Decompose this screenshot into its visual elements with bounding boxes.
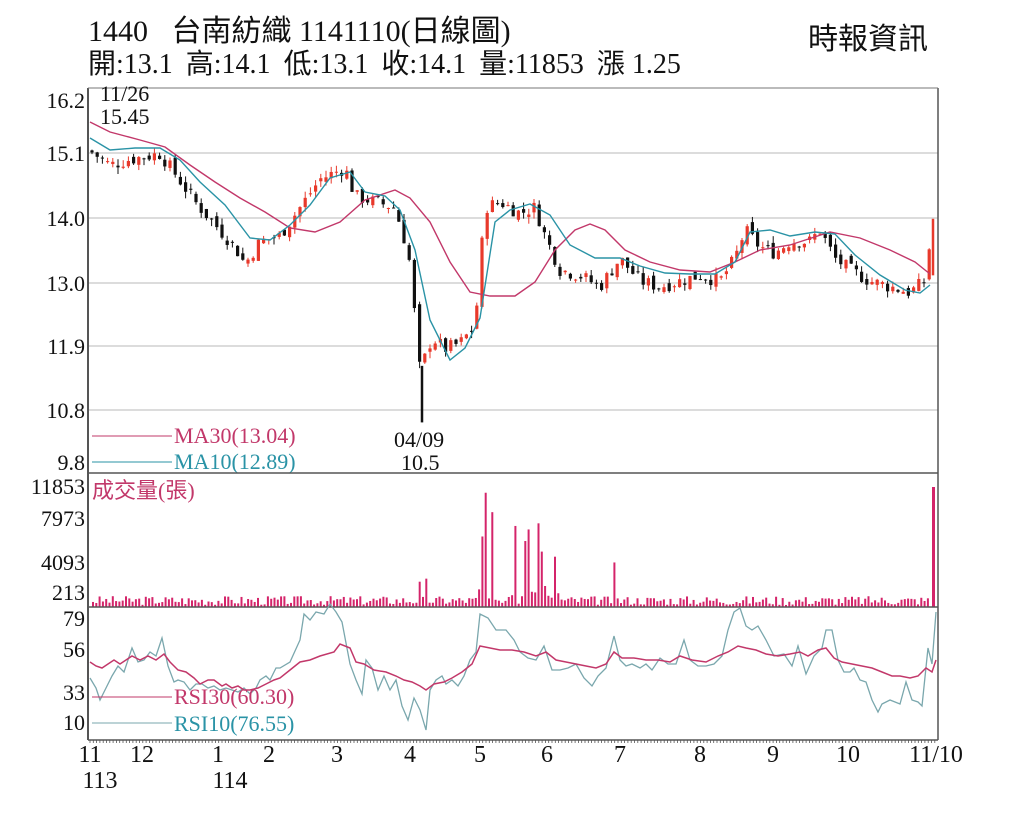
price-tick: 10.8 xyxy=(47,398,86,423)
price-tick: 14.0 xyxy=(47,206,86,231)
volume-title: 成交量(張) xyxy=(92,478,195,503)
x-axis-ticks xyxy=(89,740,936,743)
month-label: 7 xyxy=(614,742,626,768)
rsi-panel: 79 56 33 10 RSI30(60.30) RSI10(76.55) xyxy=(63,602,938,743)
month-label: 1 xyxy=(212,742,224,768)
volume-tick: 7973 xyxy=(41,506,85,531)
low-value: 低:13.1 xyxy=(283,49,369,80)
rsi-tick: 10 xyxy=(63,710,85,735)
price-panel: 16.2 15.1 14.0 13.0 11.9 10.8 9.8 11/26 … xyxy=(47,81,939,740)
ohlc-summary: 開:13.1 高:14.1 低:13.1 收:14.1 量:11853 漲 1.… xyxy=(88,42,687,82)
rsi30-line xyxy=(89,643,937,691)
rsi10-line xyxy=(89,602,937,731)
ma10-line xyxy=(89,137,931,362)
price-axis-labels: 16.2 15.1 14.0 13.0 11.9 10.8 9.8 xyxy=(47,88,86,475)
x-axis-labels: 11 12 1 2 3 4 5 6 7 8 9 10 11/10 113 114 xyxy=(78,742,962,794)
volume-tick: 4093 xyxy=(41,550,85,575)
rsi10-legend: RSI10(76.55) xyxy=(174,711,294,736)
data-source: 時報資訊 xyxy=(808,23,928,56)
low-date-annotation: 04/09 xyxy=(394,427,444,452)
month-label: 8 xyxy=(694,742,706,768)
close-value: 收:14.1 xyxy=(381,49,467,80)
price-legend: MA30(13.04) MA10(12.89) xyxy=(92,423,296,474)
volume-bars xyxy=(92,487,935,607)
rsi-tick: 79 xyxy=(63,606,85,631)
candlesticks xyxy=(90,148,935,423)
high-date-annotation: 11/26 xyxy=(100,81,149,106)
ma10-legend: MA10(12.89) xyxy=(174,449,296,474)
volume-tick: 213 xyxy=(52,580,85,605)
month-label: 11/10 xyxy=(909,742,963,768)
month-label: 12 xyxy=(130,742,154,768)
open-value: 開:13.1 xyxy=(88,49,173,80)
rsi-tick: 56 xyxy=(63,637,85,662)
month-label: 9 xyxy=(767,742,779,768)
stock-name: 台南紡織 xyxy=(171,15,292,48)
volume-panel: 成交量(張) 11853 7973 4093 213 xyxy=(31,472,938,740)
price-gridlines xyxy=(88,152,938,411)
price-tick: 13.0 xyxy=(47,271,86,296)
price-tick: 15.1 xyxy=(47,141,86,166)
rsi30-legend: RSI30(60.30) xyxy=(174,684,294,709)
month-label: 3 xyxy=(331,742,343,768)
month-label: 5 xyxy=(474,742,486,768)
chart-title: 1440 台南紡織 1141110(日線圖) xyxy=(88,6,511,50)
volume-value: 量:11853 xyxy=(479,49,584,80)
price-tick: 9.8 xyxy=(58,450,86,475)
high-value: 高:14.1 xyxy=(185,49,271,80)
change-value: 漲 1.25 xyxy=(596,49,681,80)
volume-tick: 11853 xyxy=(31,474,85,499)
stock-code: 1440 xyxy=(88,15,148,48)
ma30-legend: MA30(13.04) xyxy=(174,423,296,448)
year-label: 114 xyxy=(212,768,247,794)
month-label: 10 xyxy=(836,742,860,768)
month-label: 4 xyxy=(404,742,416,768)
month-label: 2 xyxy=(263,742,275,768)
date-and-type: 1141110(日線圖) xyxy=(299,15,511,48)
high-value-annotation: 15.45 xyxy=(100,104,150,129)
month-label: 6 xyxy=(541,742,553,768)
rsi-tick: 33 xyxy=(63,680,85,705)
ma30-line xyxy=(89,121,931,297)
price-tick: 16.2 xyxy=(47,88,86,113)
price-tick: 11.9 xyxy=(47,334,85,359)
low-value-annotation: 10.5 xyxy=(401,450,440,475)
month-label: 11 xyxy=(78,742,101,768)
year-label: 113 xyxy=(82,768,117,794)
